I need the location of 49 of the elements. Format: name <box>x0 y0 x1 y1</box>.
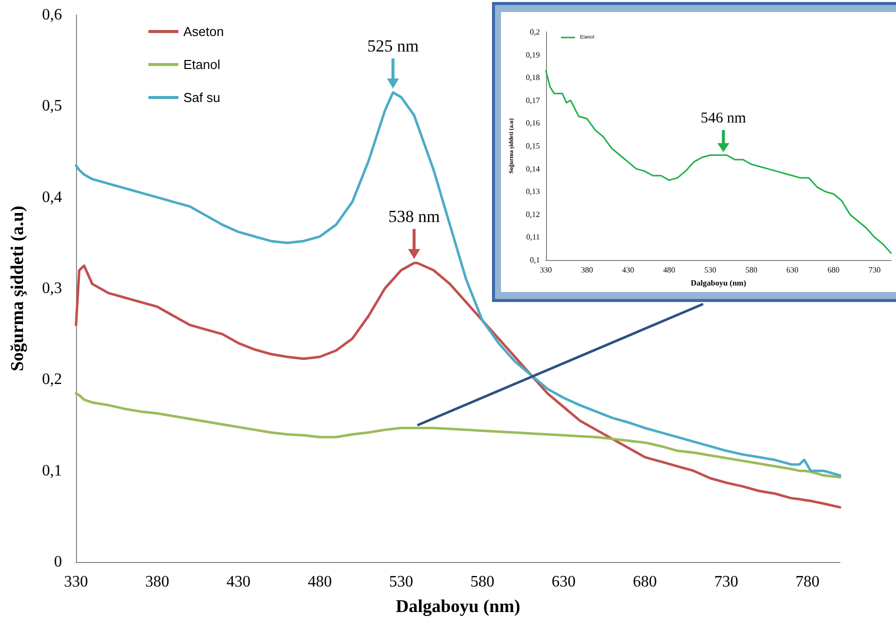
x-tick-label: 380 <box>580 266 593 274</box>
x-tick-label: 680 <box>632 574 657 590</box>
y-tick-label: 0,6 <box>42 6 62 24</box>
x-tick-label: 480 <box>308 574 332 590</box>
y-tick-label: 0,3 <box>42 280 62 297</box>
x-axis-title: Dalgaboyu (nm) <box>690 278 746 288</box>
x-tick-label: 530 <box>389 574 414 590</box>
y-tick-label: 0,1 <box>530 256 540 264</box>
x-tick-label: 330 <box>64 574 88 590</box>
y-tick-label: 0 <box>54 554 62 570</box>
line-series <box>74 392 842 478</box>
x-tick-label: 730 <box>714 574 738 590</box>
y-tick-label: 0,2 <box>530 28 540 36</box>
y-tick-label: 0,2 <box>42 371 62 388</box>
x-tick-label: 530 <box>704 266 716 274</box>
annotation: 546 nm <box>700 110 746 127</box>
y-tick-label: 0,13 <box>526 187 540 196</box>
y-tick-label: 0,11 <box>526 232 540 242</box>
y-tick-label: 0,4 <box>42 188 62 206</box>
y-tick-label: 0,12 <box>526 210 540 219</box>
x-tick-label: 630 <box>552 574 576 590</box>
x-tick-label: 430 <box>622 266 634 274</box>
x-tick-label: 430 <box>226 574 251 590</box>
y-tick-label: 0,16 <box>526 118 540 128</box>
legend-label: Etanol <box>183 57 220 72</box>
annotation: 525 nm <box>367 36 419 56</box>
x-tick-label: 780 <box>795 574 820 590</box>
legend-label: Aseton <box>183 24 224 39</box>
y-tick-label: 0,1 <box>42 462 62 480</box>
x-tick-label: 630 <box>786 266 798 274</box>
y-tick-label: 0,17 <box>526 96 540 105</box>
line-series <box>545 70 892 254</box>
x-tick-label: 580 <box>470 574 494 590</box>
y-tick-label: 0,19 <box>526 50 540 60</box>
x-axis-title: Dalgaboyu (nm) <box>396 596 520 616</box>
x-tick-label: 380 <box>145 574 170 590</box>
y-axis-title: Soğurma şiddeti (a.u) <box>7 206 27 372</box>
line-series <box>74 91 842 477</box>
y-tick-label: 0,14 <box>526 164 540 174</box>
x-tick-label: 330 <box>540 266 552 274</box>
y-tick-label: 0,18 <box>526 73 540 82</box>
x-tick-label: 730 <box>868 266 881 274</box>
x-tick-label: 680 <box>827 266 840 274</box>
y-tick-label: 0,15 <box>526 142 540 150</box>
annotation: 538 nm <box>388 206 440 226</box>
y-tick-label: 0,5 <box>42 98 62 115</box>
x-tick-label: 580 <box>745 266 758 274</box>
x-tick-label: 480 <box>663 266 676 274</box>
legend-label: Saf su <box>183 90 220 105</box>
